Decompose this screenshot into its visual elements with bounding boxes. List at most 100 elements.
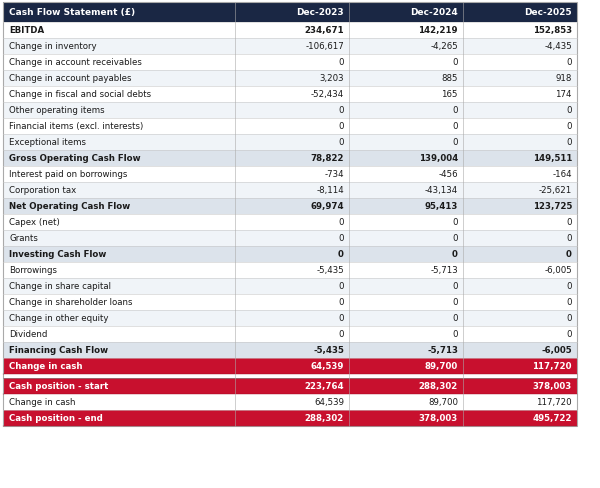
- Text: Dividend: Dividend: [9, 330, 47, 339]
- Text: Dec-2023: Dec-2023: [296, 8, 344, 18]
- Text: Cash position - end: Cash position - end: [9, 414, 103, 423]
- Text: 89,700: 89,700: [428, 398, 458, 407]
- Text: 0: 0: [338, 122, 344, 131]
- Text: 89,700: 89,700: [425, 362, 458, 371]
- Text: Change in cash: Change in cash: [9, 362, 83, 371]
- Text: 0: 0: [338, 298, 344, 307]
- Text: -6,005: -6,005: [544, 266, 572, 275]
- Text: 0: 0: [452, 250, 458, 259]
- Text: Exceptional items: Exceptional items: [9, 138, 86, 147]
- Bar: [3, 167, 577, 183]
- Text: 152,853: 152,853: [533, 26, 572, 36]
- Text: -4,435: -4,435: [544, 42, 572, 51]
- Bar: [3, 374, 577, 378]
- Text: -456: -456: [439, 170, 458, 179]
- Text: -8,114: -8,114: [316, 186, 344, 195]
- Text: Borrowings: Borrowings: [9, 266, 57, 275]
- Bar: [3, 71, 577, 87]
- Text: 0: 0: [338, 330, 344, 339]
- Bar: [3, 55, 577, 71]
- Text: 234,671: 234,671: [304, 26, 344, 36]
- Text: 95,413: 95,413: [425, 202, 458, 211]
- Text: Capex (net): Capex (net): [9, 218, 60, 227]
- Text: 78,822: 78,822: [311, 154, 344, 163]
- Text: 139,004: 139,004: [419, 154, 458, 163]
- Bar: [3, 246, 577, 263]
- Bar: [3, 119, 577, 135]
- Text: 117,720: 117,720: [533, 362, 572, 371]
- Text: 123,725: 123,725: [533, 202, 572, 211]
- Text: 64,539: 64,539: [314, 398, 344, 407]
- Text: Financial items (excl. interests): Financial items (excl. interests): [9, 122, 143, 131]
- Text: -5,435: -5,435: [316, 266, 344, 275]
- Text: Cash Flow Statement (£): Cash Flow Statement (£): [9, 8, 135, 18]
- Text: Grants: Grants: [9, 234, 38, 243]
- Text: 0: 0: [566, 298, 572, 307]
- Text: Investing Cash Flow: Investing Cash Flow: [9, 250, 106, 259]
- Text: 0: 0: [338, 314, 344, 323]
- Text: 0: 0: [452, 234, 458, 243]
- Text: -5,435: -5,435: [313, 346, 344, 355]
- Text: 0: 0: [338, 59, 344, 67]
- Bar: [3, 183, 577, 199]
- Text: 0: 0: [452, 218, 458, 227]
- Text: 0: 0: [338, 138, 344, 147]
- Bar: [3, 230, 577, 246]
- Text: 0: 0: [452, 59, 458, 67]
- Text: -5,713: -5,713: [430, 266, 458, 275]
- Text: 0: 0: [452, 122, 458, 131]
- Text: Financing Cash Flow: Financing Cash Flow: [9, 346, 108, 355]
- Text: 174: 174: [556, 90, 572, 99]
- Text: Change in shareholder loans: Change in shareholder loans: [9, 298, 133, 307]
- Bar: [3, 135, 577, 151]
- Bar: [3, 215, 577, 230]
- Text: 3,203: 3,203: [319, 74, 344, 83]
- Text: 0: 0: [566, 314, 572, 323]
- Text: Dec-2024: Dec-2024: [410, 8, 458, 18]
- Text: Other operating items: Other operating items: [9, 106, 104, 115]
- Bar: [3, 39, 577, 55]
- Text: Change in fiscal and social debts: Change in fiscal and social debts: [9, 90, 151, 99]
- Text: 378,003: 378,003: [533, 382, 572, 391]
- Bar: [3, 263, 577, 279]
- Text: 0: 0: [566, 234, 572, 243]
- Bar: [3, 310, 577, 326]
- Bar: [3, 199, 577, 215]
- Text: -6,005: -6,005: [541, 346, 572, 355]
- Text: 149,511: 149,511: [533, 154, 572, 163]
- Bar: [3, 378, 577, 394]
- Text: 0: 0: [338, 218, 344, 227]
- Text: 0: 0: [452, 330, 458, 339]
- Text: 0: 0: [566, 250, 572, 259]
- Text: -43,134: -43,134: [425, 186, 458, 195]
- Text: -52,434: -52,434: [311, 90, 344, 99]
- Text: 0: 0: [566, 106, 572, 115]
- Text: 378,003: 378,003: [419, 414, 458, 423]
- Bar: [3, 87, 577, 103]
- Text: 0: 0: [566, 330, 572, 339]
- Text: 918: 918: [556, 74, 572, 83]
- Text: 69,974: 69,974: [310, 202, 344, 211]
- Text: 0: 0: [452, 138, 458, 147]
- Bar: [3, 3, 577, 426]
- Text: 0: 0: [452, 314, 458, 323]
- Text: 0: 0: [452, 106, 458, 115]
- Text: 288,302: 288,302: [305, 414, 344, 423]
- Text: 0: 0: [566, 282, 572, 291]
- Text: Net Operating Cash Flow: Net Operating Cash Flow: [9, 202, 130, 211]
- Text: -25,621: -25,621: [539, 186, 572, 195]
- Text: Interest paid on borrowings: Interest paid on borrowings: [9, 170, 127, 179]
- Text: Change in share capital: Change in share capital: [9, 282, 111, 291]
- Bar: [3, 410, 577, 426]
- Text: 0: 0: [338, 250, 344, 259]
- Bar: [3, 294, 577, 310]
- Text: Change in other equity: Change in other equity: [9, 314, 109, 323]
- Text: 0: 0: [338, 234, 344, 243]
- Text: EBITDA: EBITDA: [9, 26, 44, 36]
- Bar: [3, 394, 577, 410]
- Text: Change in inventory: Change in inventory: [9, 42, 97, 51]
- Text: Change in account payables: Change in account payables: [9, 74, 131, 83]
- Text: 142,219: 142,219: [419, 26, 458, 36]
- Text: 0: 0: [452, 298, 458, 307]
- Text: 0: 0: [338, 106, 344, 115]
